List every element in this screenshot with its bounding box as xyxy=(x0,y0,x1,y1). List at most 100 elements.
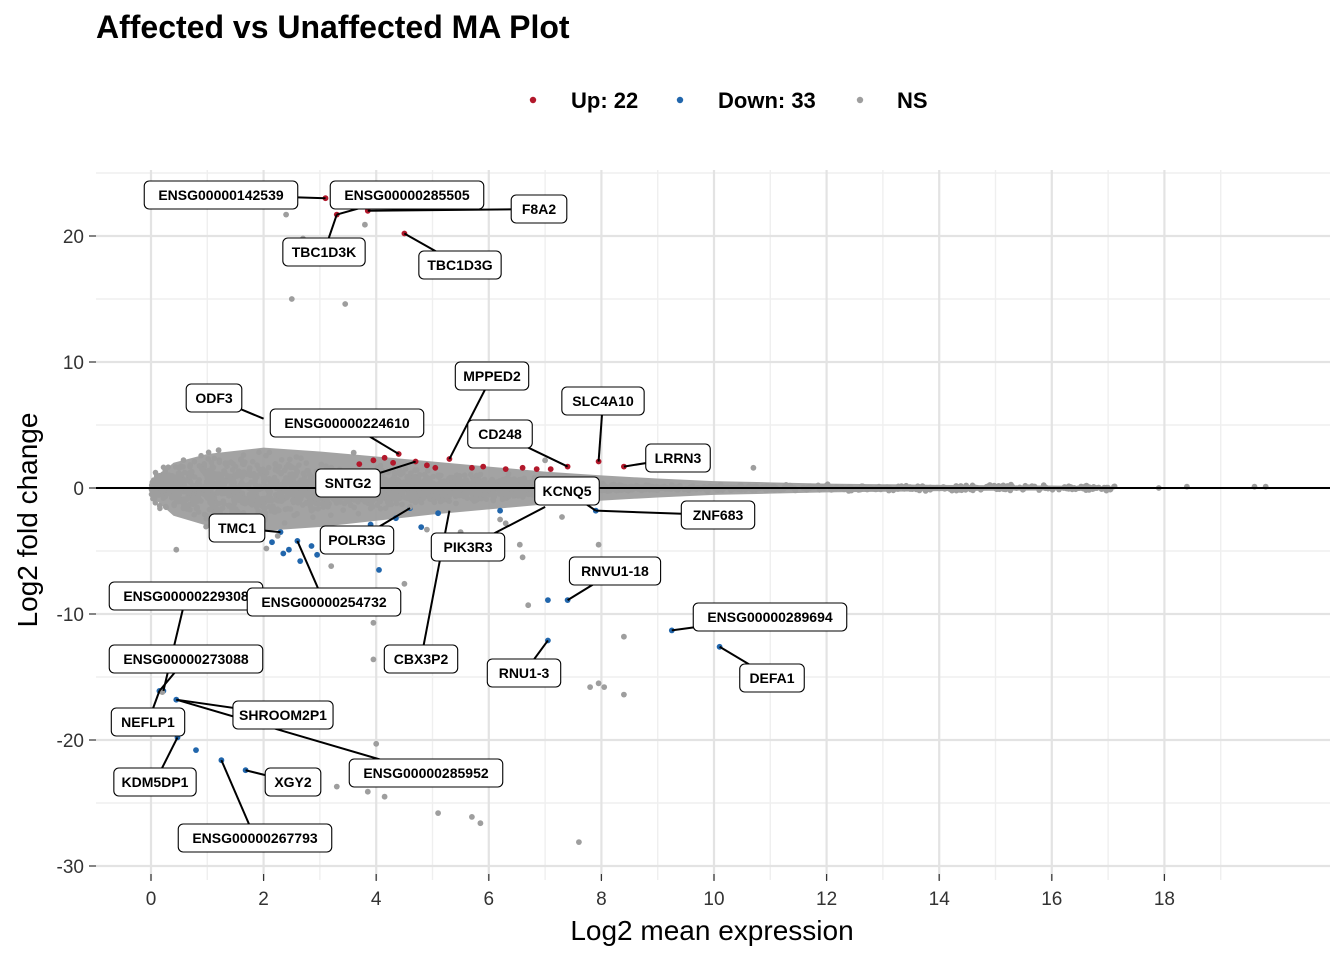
up-point xyxy=(381,454,388,461)
ns-point xyxy=(315,506,321,512)
gene-label-text: LRRN3 xyxy=(655,450,702,466)
ns-point xyxy=(456,473,463,479)
ns-point xyxy=(288,464,294,470)
ns-point xyxy=(157,505,163,512)
ns-point xyxy=(340,507,347,513)
gene-label-box xyxy=(534,476,600,506)
ns-point xyxy=(283,475,289,481)
ns-point xyxy=(307,488,314,494)
ns-point xyxy=(425,467,431,474)
ns-point xyxy=(367,505,374,512)
x-tick-label: 12 xyxy=(816,889,837,910)
gene-label: TBC1D3G xyxy=(418,250,502,280)
ns-point xyxy=(273,480,279,487)
ns-point xyxy=(239,474,245,480)
ns-point xyxy=(389,477,396,484)
legend: Up: 22 Down: 33 NS xyxy=(529,88,928,113)
ns-point xyxy=(461,480,468,487)
gene-label: ENSG00000229308 xyxy=(108,581,264,611)
ns-point xyxy=(399,490,406,497)
gene-label-text: POLR3G xyxy=(328,532,386,548)
gene-label-text: ENSG00000273088 xyxy=(123,651,249,667)
gene-label-text: TBC1D3G xyxy=(427,257,492,273)
ns-point xyxy=(208,492,215,499)
ns-point xyxy=(201,461,207,467)
ns-point xyxy=(170,474,176,480)
gene-label: XGY2 xyxy=(264,767,322,797)
ns-point xyxy=(160,495,167,501)
ns-point xyxy=(214,490,221,496)
ns-outlier-point xyxy=(215,447,222,454)
ns-point xyxy=(310,514,316,520)
ns-point xyxy=(294,468,301,475)
gene-label-box xyxy=(108,644,264,674)
gene-label: PIK3R3 xyxy=(430,532,506,562)
gene-label-text: ENSG00000254732 xyxy=(261,594,387,610)
ns-point xyxy=(505,471,512,477)
gene-label: KCNQ5 xyxy=(534,476,600,506)
gene-label-text: CBX3P2 xyxy=(394,651,449,667)
ns-point xyxy=(291,512,298,519)
ns-point xyxy=(227,473,234,480)
legend-ns-label: NS xyxy=(897,88,928,113)
gene-label-text: SHROOM2P1 xyxy=(239,707,327,723)
ns-outlier-point xyxy=(173,546,180,553)
gene-label-box xyxy=(264,767,322,797)
legend-down-key xyxy=(676,96,684,104)
ns-point xyxy=(419,493,426,499)
ns-point xyxy=(184,506,190,512)
ns-point xyxy=(172,464,179,470)
ns-point xyxy=(208,459,215,466)
ns-point xyxy=(271,474,278,481)
ns-point xyxy=(215,500,222,507)
ns-point xyxy=(355,510,362,517)
gene-label-box xyxy=(177,823,333,853)
ns-point xyxy=(272,461,279,468)
ns-point xyxy=(152,500,159,506)
gene-label: ODF3 xyxy=(185,383,243,413)
x-tick-label: 10 xyxy=(703,889,724,910)
ns-point xyxy=(193,505,200,512)
gene-label: SLC4A10 xyxy=(561,386,645,416)
ns-point xyxy=(266,476,273,482)
ns-point xyxy=(187,472,194,478)
ns-outlier-point xyxy=(342,301,349,307)
ns-point xyxy=(148,491,155,498)
ns-outlier-point xyxy=(576,839,582,845)
down-point xyxy=(545,597,551,603)
gene-label-text: CD248 xyxy=(478,426,522,442)
gene-label-box xyxy=(185,383,243,413)
gene-label: ENSG00000285952 xyxy=(348,758,504,788)
gene-label: DEFA1 xyxy=(739,663,805,693)
gene-label: POLR3G xyxy=(319,525,395,555)
x-tick-label: 2 xyxy=(258,889,269,910)
ns-point xyxy=(189,496,196,503)
ns-point xyxy=(347,502,354,508)
ns-point xyxy=(206,482,212,489)
ns-point xyxy=(386,481,393,488)
up-point xyxy=(390,459,396,466)
ns-outlier-point xyxy=(370,656,377,663)
ns-point xyxy=(415,475,422,482)
ns-outlier-point xyxy=(516,541,523,548)
ns-point xyxy=(284,494,290,501)
ns-point xyxy=(516,492,523,499)
ns-cloud xyxy=(148,447,1118,534)
ns-point xyxy=(460,493,467,500)
up-point xyxy=(519,464,526,471)
ns-outlier-point xyxy=(497,516,503,523)
y-tick-label: 20 xyxy=(63,227,84,248)
ns-point xyxy=(240,461,246,467)
ns-point xyxy=(260,473,267,480)
down-point xyxy=(193,747,199,753)
gene-label: MPPED2 xyxy=(454,361,530,391)
ns-point xyxy=(266,449,273,456)
ns-point xyxy=(231,496,238,502)
ns-point xyxy=(296,482,303,489)
legend-up-label: Up: 22 xyxy=(571,88,638,113)
up-point xyxy=(356,461,363,467)
ns-point xyxy=(414,467,420,473)
down-point xyxy=(308,543,315,549)
ns-point xyxy=(323,501,330,507)
